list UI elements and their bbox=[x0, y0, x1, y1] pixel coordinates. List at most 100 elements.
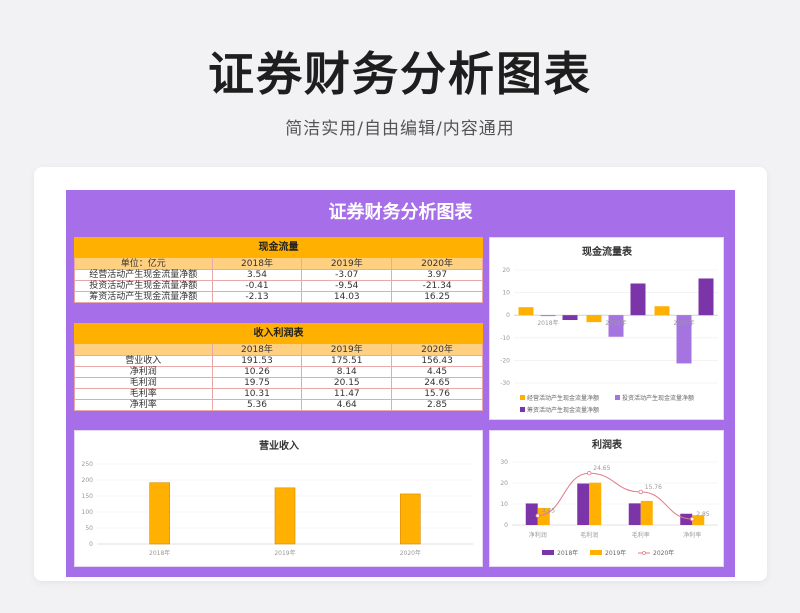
bar bbox=[692, 515, 705, 525]
table-row: 投资活动产生现金流量净额 -0.41 -9.54 -21.34 bbox=[74, 280, 483, 292]
y-tick-label: -10 bbox=[500, 335, 510, 342]
data-label: 15.76 bbox=[645, 484, 662, 491]
table-cell: 191.53 bbox=[211, 355, 303, 367]
data-label: 4.45 bbox=[542, 508, 556, 515]
line-point bbox=[587, 471, 592, 476]
y-tick-label: 200 bbox=[82, 477, 94, 484]
table-cell: 14.03 bbox=[301, 291, 393, 303]
table-cell: 3.97 bbox=[391, 269, 483, 281]
table-cell: 20.15 bbox=[301, 377, 393, 389]
line-point bbox=[535, 513, 540, 518]
y-tick-label: 0 bbox=[89, 541, 93, 548]
bar bbox=[525, 503, 538, 525]
y-tick-label: 0 bbox=[504, 522, 508, 529]
page-subtitle: 简洁实用/自由编辑/内容通用 bbox=[285, 119, 515, 139]
line-point bbox=[690, 516, 695, 522]
chart-title: 营业收入 bbox=[259, 439, 299, 452]
y-tick-label: 250 bbox=[82, 461, 94, 468]
table-cell: 156.43 bbox=[391, 355, 483, 367]
x-tick-label: 2019年 bbox=[605, 319, 626, 327]
legend-label: 2020年 bbox=[653, 549, 674, 557]
x-tick-label: 2018年 bbox=[149, 549, 170, 557]
legend-swatch-point bbox=[642, 551, 646, 555]
y-tick-label: 100 bbox=[82, 509, 94, 516]
table-cell: 19.75 bbox=[211, 377, 303, 389]
y-tick-label: 20 bbox=[502, 267, 510, 274]
x-tick-label: 毛利润 bbox=[580, 531, 598, 539]
bar bbox=[577, 483, 590, 525]
profit-chart-panel: 利润表 0 10 20 30 净利润 毛利润 毛利率 净利率 4.45 24.65 15.76 2.85… bbox=[489, 430, 724, 567]
bar bbox=[698, 278, 714, 316]
bar bbox=[676, 315, 692, 364]
y-tick-label: 30 bbox=[500, 459, 508, 466]
legend-label: 2019年 bbox=[605, 549, 626, 557]
legend-swatch bbox=[520, 407, 525, 412]
table-row: 营业收入 191.53 175.51 156.43 bbox=[74, 355, 483, 367]
legend-label: 经营活动产生现金流量净额 bbox=[527, 394, 599, 402]
income-table-title: 收入利润表 bbox=[74, 323, 483, 344]
sheet-title: 证券财务分析图表 bbox=[328, 202, 473, 223]
chart-title: 利润表 bbox=[592, 438, 623, 451]
revenue-chart-panel: 营业收入 0 50 100 150 200 250 2018年 2019年 2020年 bbox=[74, 430, 483, 567]
legend-label: 投资活动产生现金流量净额 bbox=[622, 394, 694, 402]
y-tick-label: 10 bbox=[502, 290, 510, 297]
table-cell: 24.65 bbox=[391, 377, 483, 389]
row-label: 净利率 bbox=[74, 399, 213, 411]
legend-swatch bbox=[590, 550, 602, 555]
row-label: 净利润 bbox=[74, 366, 213, 378]
bar bbox=[628, 503, 641, 525]
y-tick-label: 20 bbox=[500, 480, 508, 487]
year-header: 2020年 bbox=[391, 343, 483, 356]
table-row: 筹资活动产生现金流量净额 -2.13 14.03 16.25 bbox=[74, 291, 483, 303]
legend-swatch bbox=[615, 395, 620, 400]
table-row: 净利率 5.36 4.64 2.85 bbox=[74, 399, 483, 411]
year-header: 2020年 bbox=[391, 257, 483, 270]
bar bbox=[608, 315, 624, 337]
table-cell: 5.36 bbox=[211, 399, 303, 411]
bar bbox=[149, 482, 170, 545]
y-tick-label: 50 bbox=[85, 525, 93, 532]
x-tick-label: 净利率 bbox=[683, 531, 701, 539]
y-tick-label: -20 bbox=[500, 357, 510, 364]
legend-swatch bbox=[542, 550, 554, 555]
bar bbox=[540, 315, 556, 317]
table-cell: 10.31 bbox=[211, 388, 303, 400]
y-tick-label: 10 bbox=[500, 501, 508, 508]
table-cell: 3.54 bbox=[211, 269, 303, 281]
table-cell: -21.34 bbox=[391, 280, 483, 292]
data-label: 2.85 bbox=[696, 511, 710, 518]
bar bbox=[586, 315, 602, 323]
cash-flow-table-title: 现金流量 bbox=[74, 237, 483, 258]
table-row: 经营活动产生现金流量净额 3.54 -3.07 3.97 bbox=[74, 269, 483, 281]
row-label: 营业收入 bbox=[74, 355, 213, 367]
table-cell: -0.41 bbox=[211, 280, 303, 292]
table-cell: 10.26 bbox=[211, 366, 303, 378]
bar bbox=[274, 487, 296, 545]
profit-chart: 利润表 0 10 20 30 净利润 毛利润 毛利率 净利率 4.45 24.65 15.76 2.85… bbox=[500, 438, 718, 557]
y-tick-label: 150 bbox=[82, 493, 94, 500]
x-tick-label: 2020年 bbox=[673, 319, 694, 327]
year-header: 2018年 bbox=[211, 343, 303, 356]
legend-swatch bbox=[520, 395, 525, 400]
income-table: 收入利润表 2018年 2019年 2020年 营业收入 191.53 175.… bbox=[74, 323, 483, 411]
unit-label: 单位：亿元 bbox=[74, 257, 213, 270]
cash-flow-chart: 现金流量表 -30 -20 -10 0 10 20 2018年 2019年 2020年经营活动产生… bbox=[500, 245, 718, 414]
bar bbox=[518, 307, 534, 316]
bar bbox=[537, 507, 550, 525]
year-header: 2019年 bbox=[301, 257, 393, 270]
x-tick-label: 2018年 bbox=[537, 319, 558, 327]
table-cell: 175.51 bbox=[301, 355, 393, 367]
year-header: 2018年 bbox=[211, 257, 303, 270]
bar bbox=[654, 306, 670, 316]
cash-flow-chart-panel: 现金流量表 -30 -20 -10 0 10 20 2018年 2019年 2020年 经营活动产生… bbox=[489, 237, 724, 420]
row-label: 经营活动产生现金流量净额 bbox=[74, 269, 213, 281]
table-cell: 16.25 bbox=[391, 291, 483, 303]
table-row: 净利润 10.26 8.14 4.45 bbox=[74, 366, 483, 378]
row-label: 毛利润 bbox=[74, 377, 213, 389]
bar bbox=[400, 493, 421, 545]
year-header: 2019年 bbox=[301, 343, 393, 356]
table-cell: -9.54 bbox=[301, 280, 393, 292]
table-cell: 11.47 bbox=[301, 388, 393, 400]
x-tick-label: 净利润 bbox=[529, 531, 547, 539]
bar bbox=[589, 482, 602, 525]
